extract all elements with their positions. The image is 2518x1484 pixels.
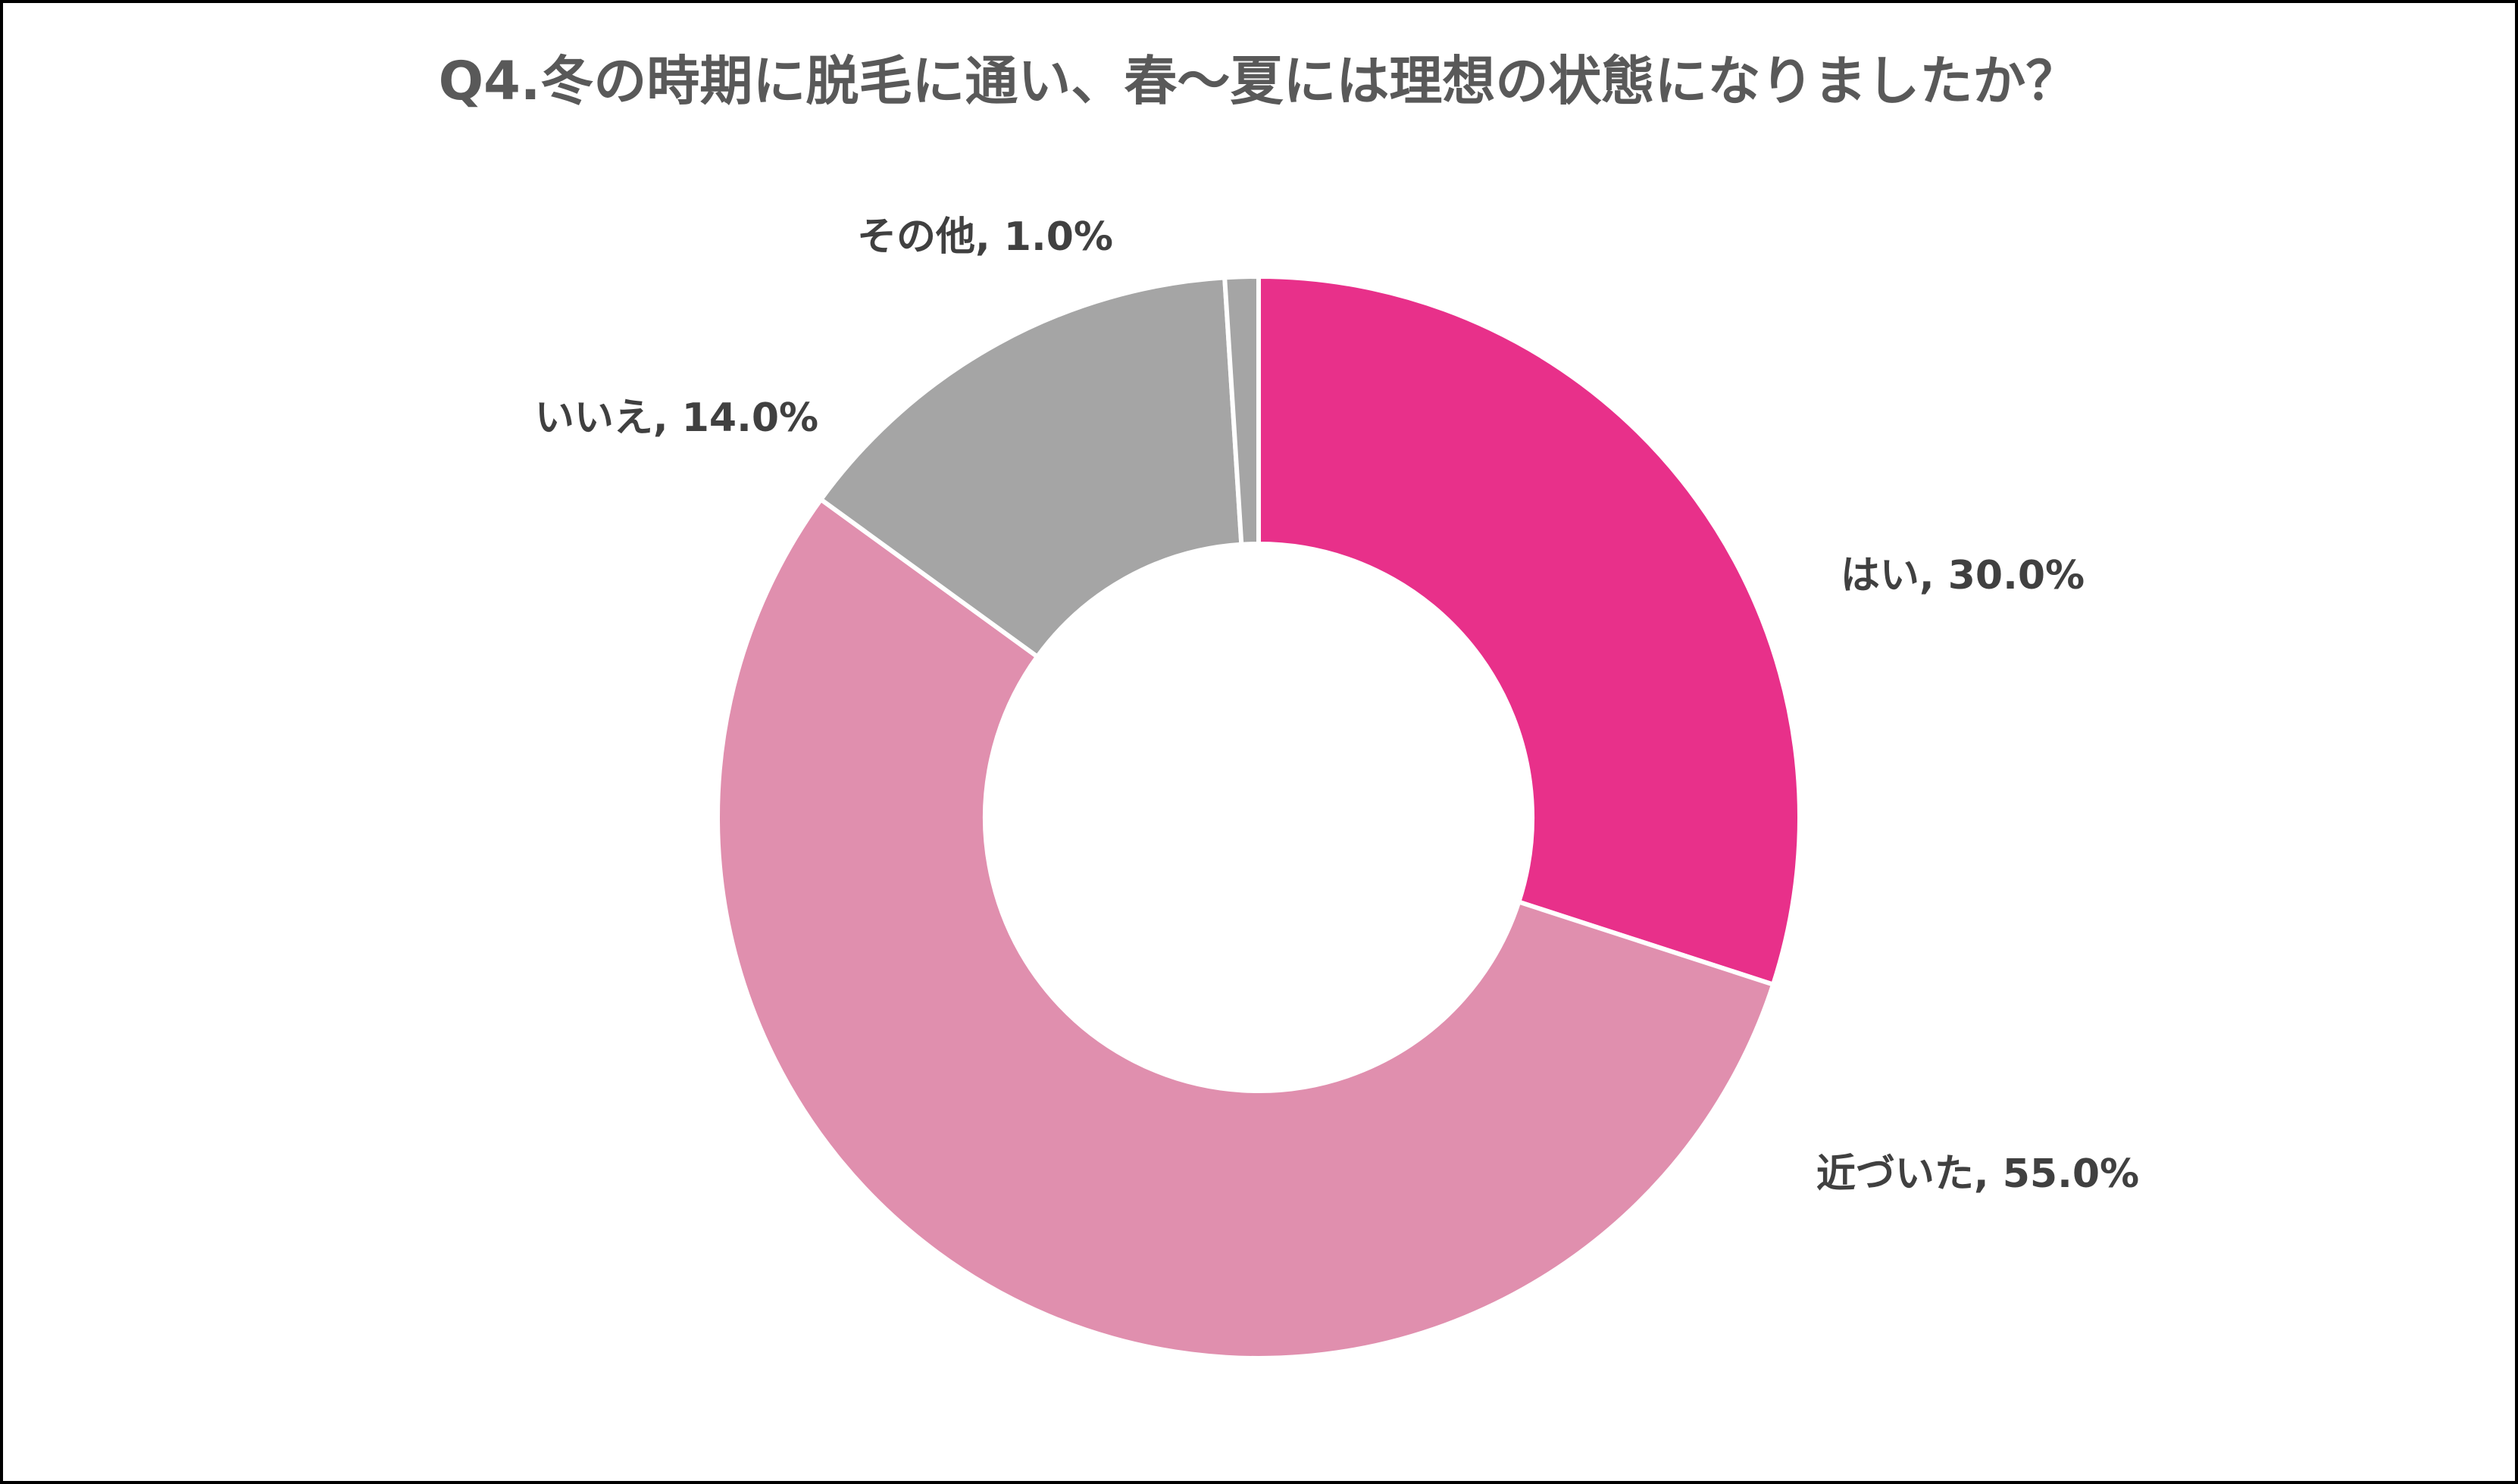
donut-slice: [715, 496, 1776, 1361]
data-label: 近づいた, 55.0%: [1816, 1151, 2139, 1197]
data-label: いいえ, 14.0%: [535, 395, 818, 441]
donut-slice: [1256, 273, 1802, 988]
chart-title: Q4.冬の時期に脱毛に通い、春～夏には理想の状態になりましたか？: [439, 50, 2079, 112]
data-label: はい, 30.0%: [1841, 553, 2085, 598]
data-label: その他, 1.0%: [857, 214, 1113, 260]
donut-slice: [818, 275, 1244, 660]
donut-slice: [1221, 273, 1261, 547]
